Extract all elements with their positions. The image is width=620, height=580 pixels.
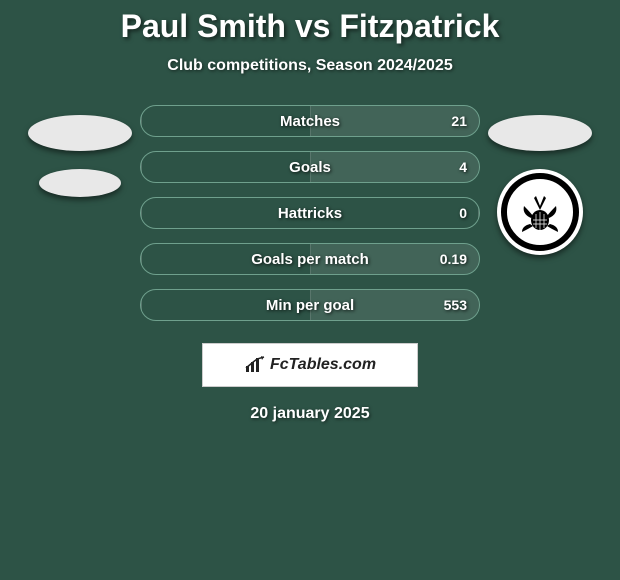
stat-value-right: 0 xyxy=(459,205,467,221)
stat-bar-matches: Matches 21 xyxy=(140,105,480,137)
stat-fill-left xyxy=(141,106,142,136)
brand-box: FcTables.com xyxy=(202,343,418,387)
stat-bar-min-per-goal: Min per goal 553 xyxy=(140,289,480,321)
date-label: 20 january 2025 xyxy=(0,405,620,423)
right-player-photo-placeholder xyxy=(488,115,592,151)
stat-bar-goals: Goals 4 xyxy=(140,151,480,183)
club-logo-ring xyxy=(501,173,579,251)
stat-fill-left xyxy=(141,244,142,274)
stat-value-right: 553 xyxy=(444,297,467,313)
stat-value-right: 0.19 xyxy=(440,251,467,267)
left-club-logo-placeholder xyxy=(39,169,121,197)
stat-bar-goals-per-match: Goals per match 0.19 xyxy=(140,243,480,275)
brand-label: FcTables.com xyxy=(270,356,376,374)
stat-value-right: 21 xyxy=(451,113,467,129)
infographic-root: Paul Smith vs Fitzpatrick Club competiti… xyxy=(0,0,620,423)
brand-text: FcTables.com xyxy=(244,356,376,374)
stat-bar-hattricks: Hattricks 0 xyxy=(140,197,480,229)
stat-label: Goals xyxy=(289,159,331,176)
stat-fill-left xyxy=(141,198,142,228)
page-title: Paul Smith vs Fitzpatrick xyxy=(0,8,620,45)
main-row: Matches 21 Goals 4 Hattricks 0 xyxy=(0,105,620,321)
stat-label: Hattricks xyxy=(278,205,342,222)
thistle-icon xyxy=(516,188,564,236)
stat-fill-right xyxy=(478,198,479,228)
stat-bars: Matches 21 Goals 4 Hattricks 0 xyxy=(140,105,480,321)
left-player-photo-placeholder xyxy=(28,115,132,151)
right-player-col xyxy=(480,105,600,255)
page-subtitle: Club competitions, Season 2024/2025 xyxy=(0,57,620,75)
chart-icon xyxy=(244,356,266,374)
stat-fill-right xyxy=(310,152,479,182)
stat-fill-left xyxy=(141,152,142,182)
right-club-logo xyxy=(497,169,583,255)
stat-fill-left xyxy=(141,290,142,320)
stat-label: Matches xyxy=(280,113,340,130)
left-player-col xyxy=(20,105,140,197)
stat-value-right: 4 xyxy=(459,159,467,175)
stat-label: Goals per match xyxy=(251,251,369,268)
stat-label: Min per goal xyxy=(266,297,354,314)
